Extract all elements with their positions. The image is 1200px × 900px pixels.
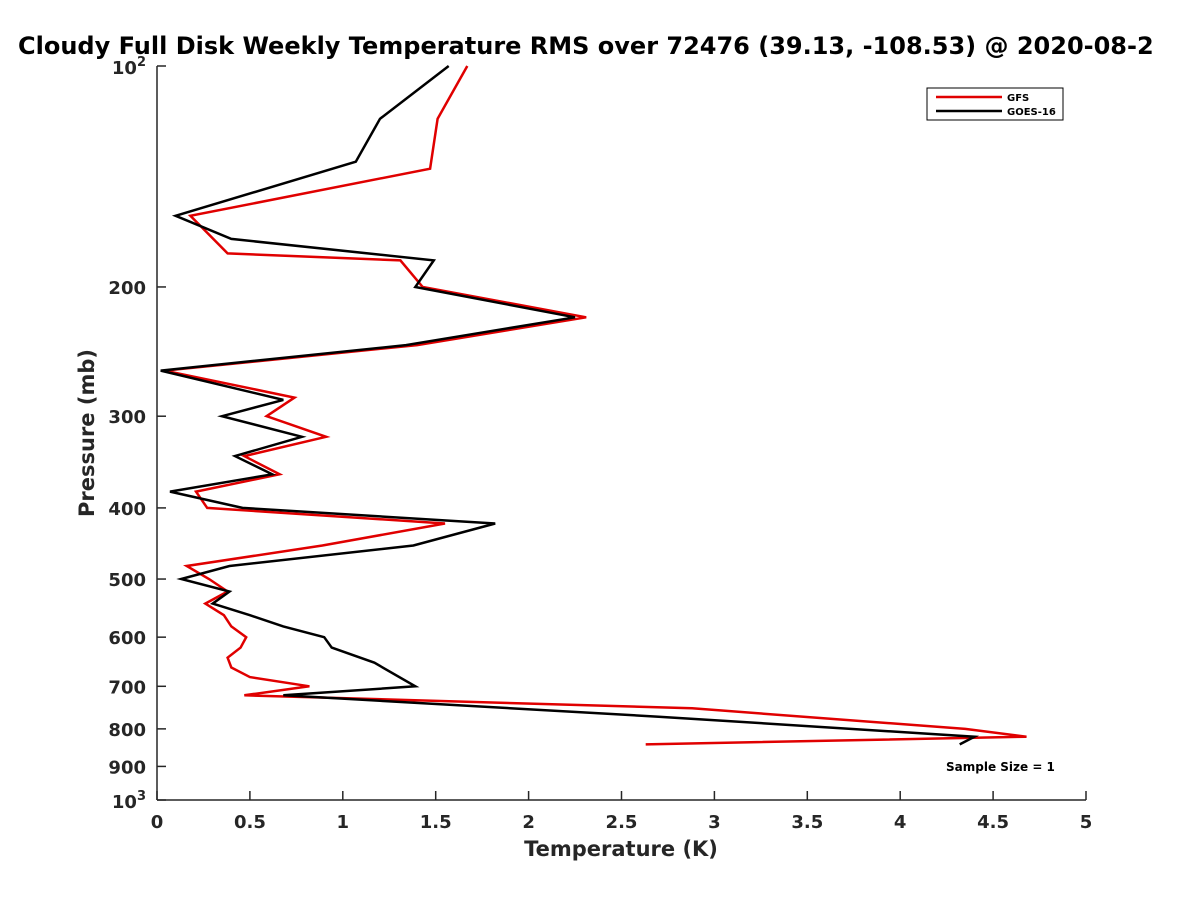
axes: [156, 66, 1086, 801]
chart-title: Cloudy Full Disk Weekly Temperature RMS …: [18, 32, 1154, 60]
series-layer: [160, 65, 1027, 746]
x-tick-label: 3.5: [791, 812, 823, 833]
y-tick-label: 300: [108, 407, 146, 428]
y-tick-label: 103: [112, 789, 146, 813]
y-axis-label: Pressure (mb): [75, 349, 99, 517]
series-line-goes-16: [160, 65, 980, 746]
y-ticks: 102 200 300 400 500 600 700 800 900 103: [108, 55, 166, 813]
x-tick-label: 1.5: [420, 812, 452, 833]
x-tick-label: 2: [522, 812, 535, 833]
x-axis-label: Temperature (K): [524, 837, 718, 861]
x-tick-label: 5: [1080, 812, 1093, 833]
y-tick-label: 102: [112, 55, 146, 79]
x-tick-label: 0: [151, 812, 164, 833]
y-tick-label: 400: [108, 499, 146, 520]
legend-label: GOES-16: [1007, 107, 1056, 118]
x-tick-label: 2.5: [606, 812, 638, 833]
x-tick-label: 0.5: [234, 812, 266, 833]
sample-size-annotation: Sample Size = 1: [946, 760, 1055, 774]
legend-items: GFS GOES-16: [936, 93, 1056, 118]
y-tick-label: 900: [108, 757, 146, 778]
x-tick-label: 4.5: [977, 812, 1009, 833]
y-tick-label: 800: [108, 720, 146, 741]
legend: GFS GOES-16: [926, 87, 1064, 121]
y-tick-label: 500: [108, 570, 146, 591]
legend-label: GFS: [1007, 93, 1029, 104]
x-tick-label: 3: [708, 812, 721, 833]
x-tick-label: 4: [894, 812, 907, 833]
legend-box: [926, 87, 1064, 121]
y-tick-label: 600: [108, 628, 146, 649]
y-tick-label: 700: [108, 677, 146, 698]
y-tick-label: 200: [108, 278, 146, 299]
series-line-gfs: [164, 65, 1027, 746]
x-tick-label: 1: [337, 812, 350, 833]
x-ticks: 0 0.5 1 1.5 2 2.5 3 3.5 4 4.5 5: [151, 791, 1093, 833]
